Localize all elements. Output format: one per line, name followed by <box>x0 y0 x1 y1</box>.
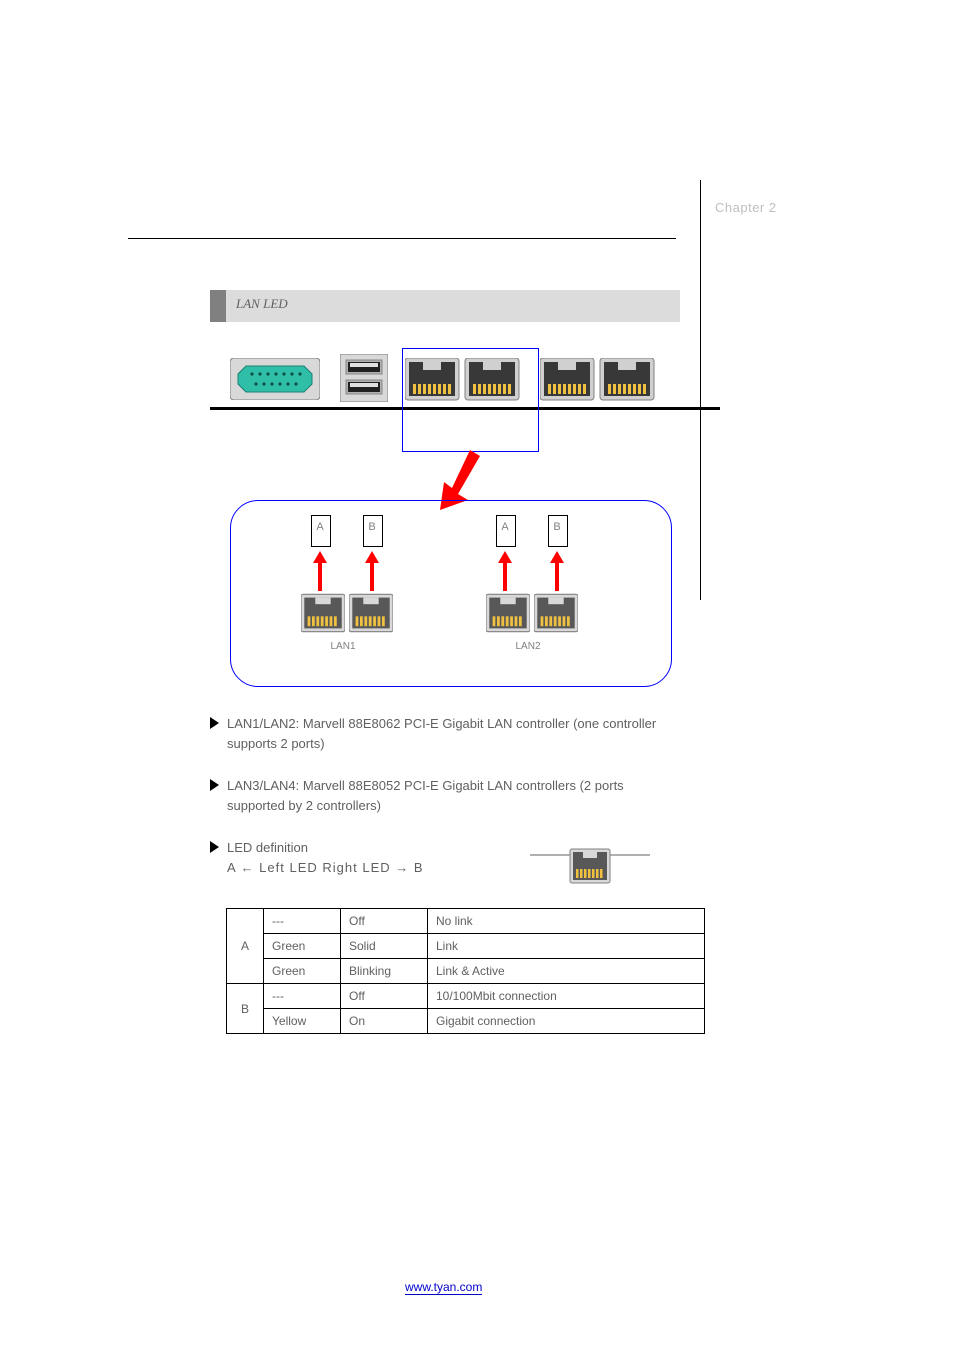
arrow-up-icon <box>550 551 564 591</box>
serial-port-icon <box>230 358 320 400</box>
arrow-up-icon <box>498 551 512 591</box>
table-row: Green Blinking Link & Active <box>227 959 705 984</box>
table-row: A --- Off No link <box>227 909 705 934</box>
section-title: LAN LED <box>236 296 288 312</box>
lan1-label: LAN1 <box>283 641 403 652</box>
rj45-mini-icon <box>486 593 530 633</box>
led-label-a: A <box>311 521 329 533</box>
led-position-diagram <box>530 845 650 900</box>
cell-desc: Link & Active <box>428 959 705 984</box>
cell-state: Off <box>341 984 428 1009</box>
bullet-2: LAN3/LAN4: Marvell 88E8052 PCI-E Gigabit… <box>210 776 677 816</box>
bullet-3-text: LED definition A ← Left LED Right LED → … <box>227 838 424 878</box>
lan2-label: LAN2 <box>468 641 588 652</box>
rj45-mini-icon <box>534 593 578 633</box>
table-row: Green Solid Link <box>227 934 705 959</box>
cell-color: --- <box>264 984 341 1009</box>
rj45-mini-icon <box>349 593 393 633</box>
bullet-1-text: LAN1/LAN2: Marvell 88E8062 PCI-E Gigabit… <box>227 714 677 754</box>
triangle-bullet-icon <box>210 717 219 729</box>
cell-group-b: B <box>227 984 264 1034</box>
led-label-b: B <box>363 521 381 533</box>
arrow-up-icon <box>365 551 379 591</box>
bullet-3-label: LED definition <box>227 840 308 855</box>
cell-state: Solid <box>341 934 428 959</box>
triangle-bullet-icon <box>210 779 219 791</box>
led-label-b: B <box>548 521 566 533</box>
rj45-mini-icon <box>301 593 345 633</box>
cell-color: --- <box>264 909 341 934</box>
triangle-bullet-icon <box>210 841 219 853</box>
cell-desc: Gigabit connection <box>428 1009 705 1034</box>
usb-ports-icon <box>340 354 388 402</box>
chapter-label: Chapter 2 <box>715 200 885 215</box>
bullet-2-text: LAN3/LAN4: Marvell 88E8052 PCI-E Gigabit… <box>227 776 677 816</box>
cell-state: Off <box>341 909 428 934</box>
cell-group-a: A <box>227 909 264 984</box>
table-row: Yellow On Gigabit connection <box>227 1009 705 1034</box>
rj45-ports-right <box>540 358 660 410</box>
cell-desc: No link <box>428 909 705 934</box>
cell-desc: Link <box>428 934 705 959</box>
section-title-bar: LAN LED <box>210 290 680 322</box>
header-rule <box>128 238 676 239</box>
bullet-3: LED definition A ← Left LED Right LED → … <box>210 838 424 878</box>
detail-callout-box: A B LAN1 A B LAN2 <box>230 500 672 687</box>
cell-desc: 10/100Mbit connection <box>428 984 705 1009</box>
page-root: Chapter 2 LAN LED <box>0 0 954 1349</box>
section-tab <box>210 290 226 322</box>
rj45-ports-left <box>405 358 525 410</box>
arrow-up-icon <box>313 551 327 591</box>
cell-state: On <box>341 1009 428 1034</box>
cell-color: Green <box>264 959 341 984</box>
cell-color: Green <box>264 934 341 959</box>
cell-state: Blinking <box>341 959 428 984</box>
bullet-3-flow: A ← Left LED Right LED → B <box>227 860 424 875</box>
rear-panel-diagram <box>210 350 720 410</box>
led-label-a: A <box>496 521 514 533</box>
led-definition-table: A --- Off No link Green Solid Link Green… <box>226 908 705 1034</box>
footer-link[interactable]: www.tyan.com <box>405 1280 482 1295</box>
cell-color: Yellow <box>264 1009 341 1034</box>
bullet-1: LAN1/LAN2: Marvell 88E8062 PCI-E Gigabit… <box>210 714 677 754</box>
table-row: B --- Off 10/100Mbit connection <box>227 984 705 1009</box>
